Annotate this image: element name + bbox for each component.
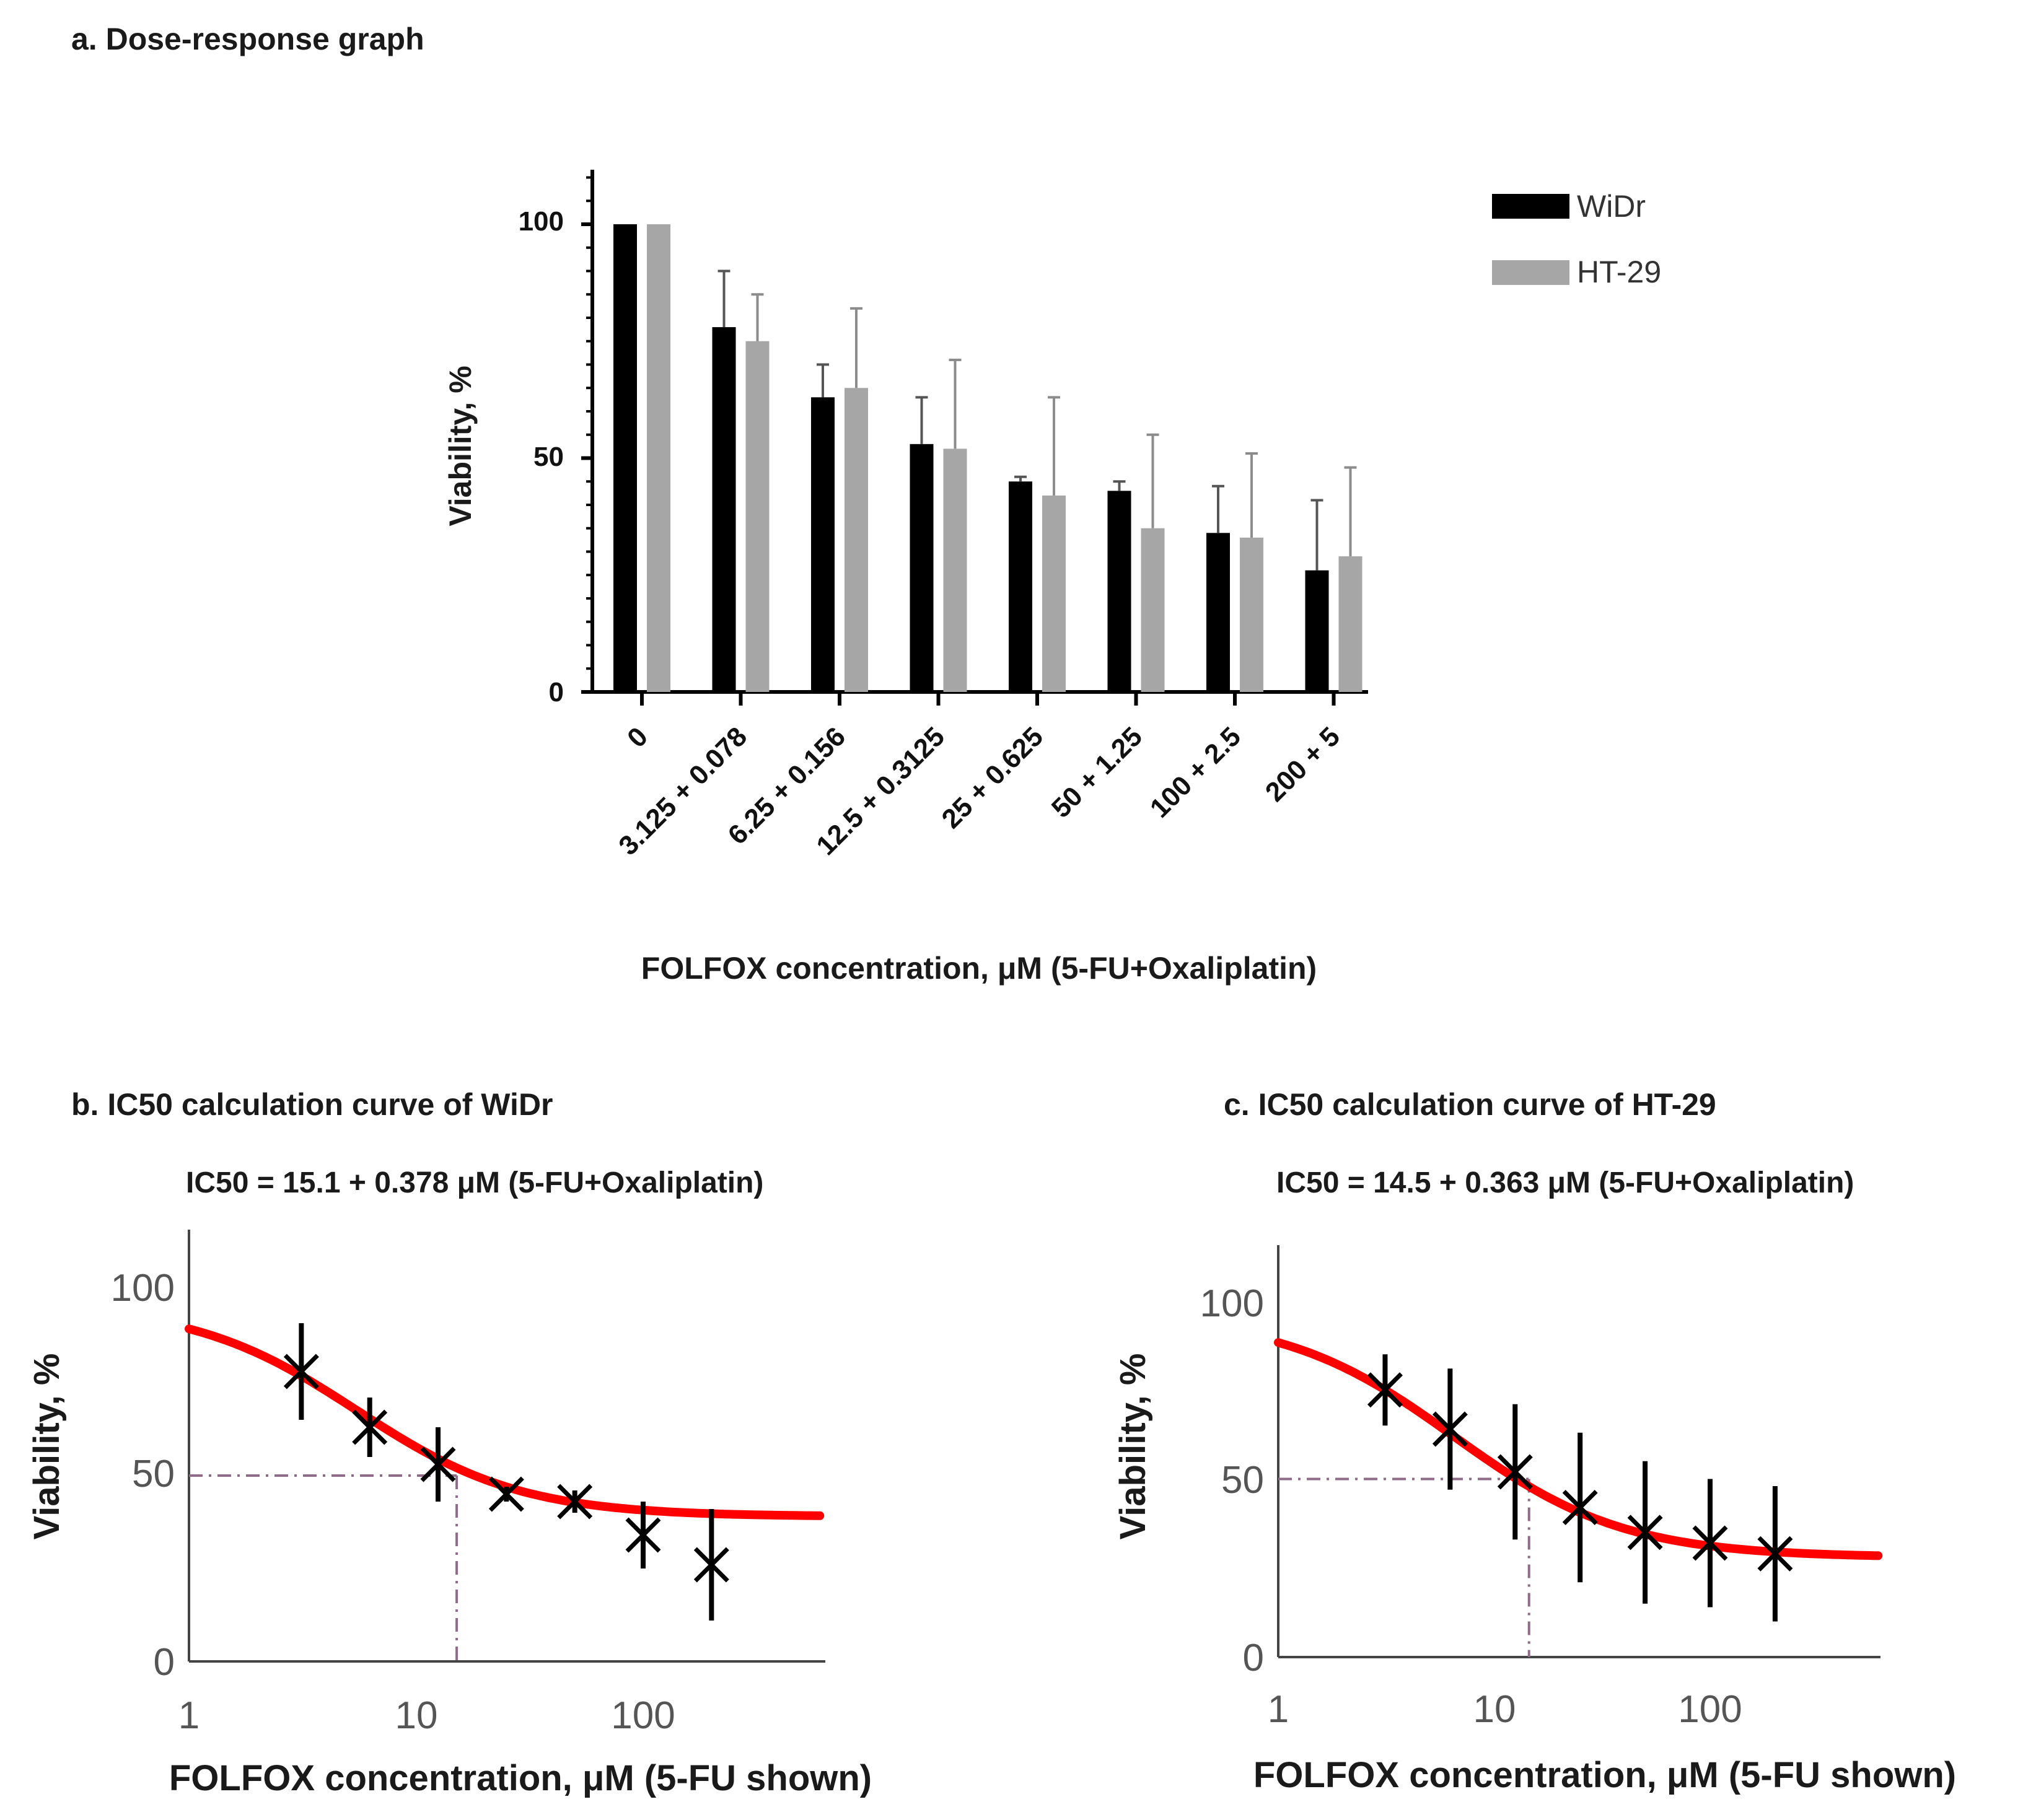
data-point-marker <box>488 1476 524 1512</box>
bar-ht29-0 <box>647 224 670 692</box>
panel-a-dose-response: a. Dose-response graph 100 50 0 0 3.125 … <box>71 22 1661 986</box>
legend-label-ht29: HT-29 <box>1577 255 1661 289</box>
data-point-marker <box>1757 1536 1793 1572</box>
data-point-marker <box>1562 1490 1598 1525</box>
category-label: 25 + 0.625 <box>936 721 1049 834</box>
panel-a-x-label: FOLFOX concentration, μM (5-FU+Oxaliplat… <box>641 951 1317 986</box>
panel-c-ic50-ht29: c. IC50 calculation curve of HT-29 IC50 … <box>1113 1087 1956 1795</box>
panel-b-xtick-100: 100 <box>611 1694 675 1737</box>
panel-c-x-label: FOLFOX concentration, μM (5-FU shown) <box>1253 1755 1956 1795</box>
legend-swatch-ht29 <box>1492 260 1569 285</box>
data-point-marker <box>693 1547 729 1583</box>
bar-ht29-7 <box>1338 556 1363 692</box>
panel-c-ytick-50: 50 <box>1221 1459 1264 1502</box>
panel-a-bars <box>613 224 1363 692</box>
data-point-marker <box>1692 1525 1728 1561</box>
category-label: 50 + 1.25 <box>1046 721 1148 823</box>
panel-a-legend: WiDr HT-29 <box>1492 189 1661 289</box>
data-point-marker <box>1497 1454 1533 1490</box>
panel-c-xtick-10: 10 <box>1473 1688 1516 1731</box>
data-point-marker <box>283 1354 319 1389</box>
panel-b-ytick-100: 100 <box>111 1267 175 1310</box>
panel-a-ytick-100: 100 <box>519 206 564 237</box>
panel-a-minor-ticks <box>581 176 592 694</box>
panel-c-ic50-guides <box>1278 1477 1530 1657</box>
category-label: 100 + 2.5 <box>1144 721 1247 823</box>
panel-c-xtick-100: 100 <box>1678 1688 1742 1731</box>
data-point-marker <box>557 1484 593 1520</box>
panel-a-ytick-0: 0 <box>549 677 564 707</box>
bar-widr-2 <box>811 397 835 692</box>
panel-a-y-label: Viability, % <box>443 365 478 526</box>
bar-widr-6 <box>1206 533 1230 692</box>
bar-ht29-5 <box>1141 528 1165 692</box>
panel-b-data-points <box>283 1323 729 1621</box>
panel-b-xtick-10: 10 <box>395 1694 438 1737</box>
panel-b-fit-curve <box>185 1324 825 1520</box>
bar-ht29-2 <box>845 388 868 692</box>
panel-a-title: a. Dose-response graph <box>71 22 424 56</box>
legend-label-widr: WiDr <box>1577 189 1646 224</box>
panel-b-ic50-widr: b. IC50 calculation curve of WiDr IC50 =… <box>27 1087 872 1798</box>
bar-widr-7 <box>1305 570 1329 692</box>
panel-a-category-labels: 0 3.125 + 0.078 6.25 + 0.156 12.5 + 0.31… <box>613 721 1346 861</box>
data-point-marker <box>1367 1372 1403 1408</box>
fit-curve-line <box>185 1324 825 1520</box>
panel-b-ytick-50: 50 <box>132 1453 175 1495</box>
panel-b-x-label: FOLFOX concentration, μM (5-FU shown) <box>169 1758 872 1798</box>
panel-c-ic50-annotation: IC50 = 14.5 + 0.363 μM (5-FU+Oxaliplatin… <box>1276 1166 1854 1199</box>
data-point-marker <box>1627 1515 1663 1551</box>
bar-ht29-4 <box>1042 495 1066 692</box>
panel-b-ytick-0: 0 <box>154 1641 175 1684</box>
panel-c-xtick-1: 1 <box>1268 1688 1289 1731</box>
bar-ht29-3 <box>943 448 967 692</box>
panel-b-title: b. IC50 calculation curve of WiDr <box>71 1087 553 1122</box>
panel-b-ic50-annotation: IC50 = 15.1 + 0.378 μM (5-FU+Oxaliplatin… <box>186 1166 763 1199</box>
bar-widr-0 <box>613 224 637 692</box>
data-point-marker <box>420 1446 456 1482</box>
bar-widr-5 <box>1107 491 1131 692</box>
panel-a-errorbars <box>717 269 1357 571</box>
panel-a-ytick-50: 50 <box>533 442 564 472</box>
legend-swatch-widr <box>1492 194 1569 219</box>
panel-b-y-label: Viability, % <box>27 1354 67 1540</box>
bar-ht29-6 <box>1240 537 1263 692</box>
category-label: 0 <box>621 721 654 753</box>
panel-c-ytick-0: 0 <box>1243 1637 1264 1679</box>
panel-c-ytick-100: 100 <box>1200 1282 1264 1325</box>
bar-widr-3 <box>910 444 934 692</box>
panel-a-xticks <box>640 692 1336 706</box>
panel-c-y-label: Viability, % <box>1113 1354 1153 1540</box>
panel-c-title: c. IC50 calculation curve of HT-29 <box>1224 1087 1716 1122</box>
category-label: 200 + 5 <box>1260 721 1346 807</box>
bar-widr-4 <box>1009 481 1032 692</box>
panel-b-ic50-guides <box>189 1474 459 1661</box>
bar-ht29-1 <box>745 341 770 692</box>
bar-widr-1 <box>712 327 736 692</box>
data-point-marker <box>1432 1411 1468 1447</box>
data-point-marker <box>625 1517 661 1553</box>
panel-c-data-points <box>1367 1354 1793 1622</box>
panel-b-xtick-1: 1 <box>178 1694 200 1737</box>
data-point-marker <box>352 1409 388 1445</box>
